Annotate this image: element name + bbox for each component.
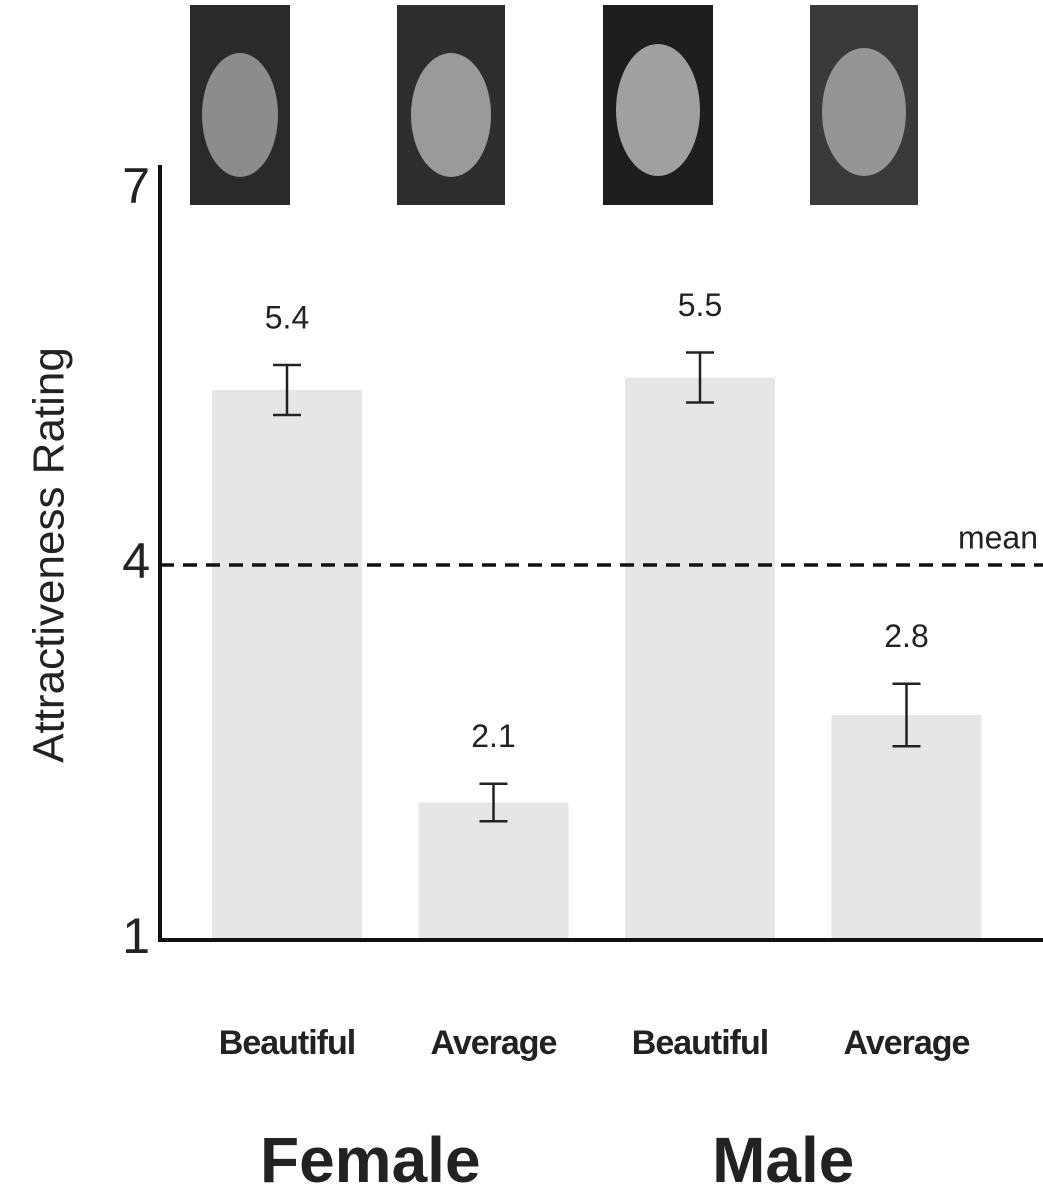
face (616, 44, 700, 176)
page: {"chart_data": {"type": "bar", "ylabel":… (0, 0, 1043, 1200)
bar (625, 378, 775, 941)
x-tick-label: Beautiful (632, 1024, 768, 1062)
group-label: Female (260, 1124, 481, 1196)
bar (212, 390, 362, 940)
face (202, 53, 278, 177)
x-tick-label: Average (431, 1024, 557, 1062)
y-tick-label: 1 (122, 908, 150, 964)
face (411, 53, 491, 177)
reference-label: mean (958, 519, 1038, 555)
group-label: Male (712, 1124, 854, 1196)
value-label: 2.1 (471, 718, 515, 754)
y-tick-label: 7 (122, 158, 150, 214)
x-tick-label: Beautiful (219, 1024, 355, 1062)
chart: Attractiveness Rating 1 4 7 5.4 Beautiful 2.1… (0, 0, 1043, 1200)
value-label: 2.8 (884, 618, 928, 654)
value-label: 5.4 (265, 299, 309, 335)
y-axis-label: Attractiveness Rating (25, 347, 74, 763)
bar (832, 715, 982, 940)
face (822, 48, 906, 176)
x-tick-label: Average (844, 1024, 970, 1062)
bar (419, 803, 569, 941)
y-tick-label: 4 (122, 533, 150, 589)
face-photos (190, 5, 918, 205)
value-label: 5.5 (678, 287, 722, 323)
